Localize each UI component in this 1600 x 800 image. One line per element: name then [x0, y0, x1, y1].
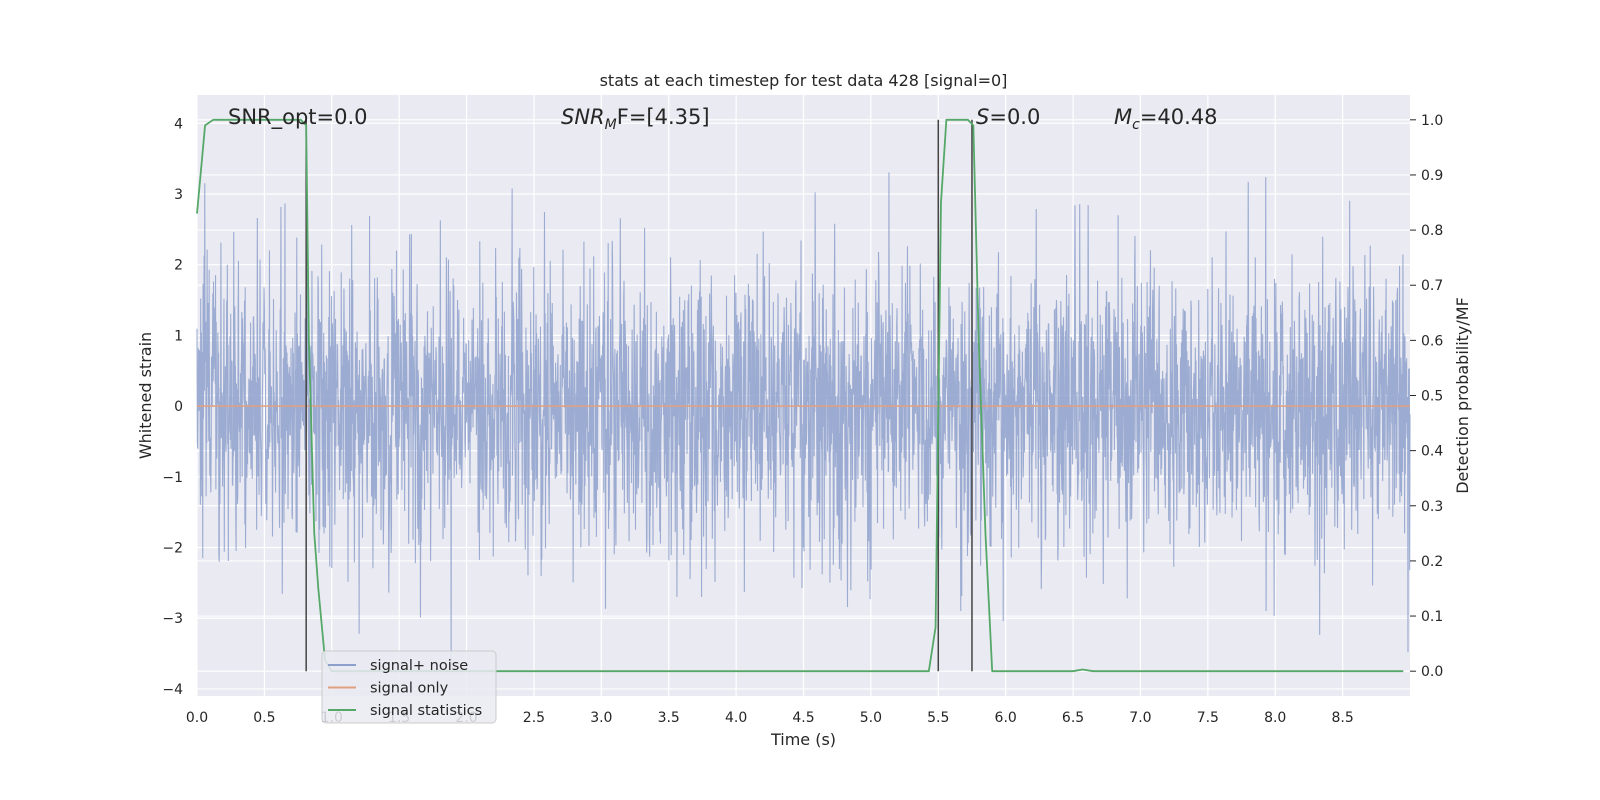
x-tick-label: 6.0 — [995, 710, 1017, 726]
x-axis-label: Time (s) — [770, 730, 836, 749]
series-line-signal-noise — [196, 172, 1411, 667]
y-right-tick-label: 0.8 — [1421, 223, 1443, 239]
legend: signal+ noise signal only signal statistic… — [321, 650, 497, 724]
y-left-tick-label: 2 — [174, 258, 183, 274]
annotation-s-tail: =0.0 — [989, 105, 1040, 129]
y-right-tick-label: 0.1 — [1421, 609, 1443, 625]
x-tick-label: 8.0 — [1264, 710, 1286, 726]
series-line-signal-statistics — [196, 118, 1404, 673]
x-tick-label: 0.0 — [186, 710, 208, 726]
y-right-tick-label: 0.7 — [1421, 278, 1443, 294]
x-tick-label: 3.5 — [658, 710, 680, 726]
x-tick-label: 7.0 — [1129, 710, 1151, 726]
annotation-snr-mf: SNRMF=[4.35] — [561, 105, 710, 133]
x-tick-label: 5.0 — [860, 710, 882, 726]
x-tick-label: 6.5 — [1062, 710, 1084, 726]
x-tick-label: 3.0 — [590, 710, 612, 726]
legend-entry-label: signal statistics — [370, 703, 482, 719]
x-tick-label: 8.5 — [1331, 710, 1353, 726]
y-right-tick-label: 1.0 — [1421, 113, 1443, 129]
x-tick-label: 7.5 — [1197, 710, 1219, 726]
y-left-tick-label: −1 — [162, 470, 183, 486]
annotation-s-main: S — [976, 105, 989, 129]
x-tick-label: 0.5 — [253, 710, 275, 726]
x-tick-label: 4.5 — [792, 710, 814, 726]
annotation-mc-sub: c — [1132, 117, 1140, 133]
series-signal-noise — [196, 172, 1411, 667]
y-right-tick-label: 0.4 — [1421, 444, 1443, 460]
legend-entry-label: signal+ noise — [370, 658, 468, 674]
y-axis-left-label: Whitened strain — [136, 332, 155, 459]
annotation-mc-main: M — [1114, 105, 1132, 129]
y-axis-left-ticks: 4 3 2 1 0 −1 −2 −3 −4 — [162, 116, 183, 698]
annotation-snr-mf-sub: M — [605, 117, 617, 133]
legend-entry-label: signal only — [370, 681, 449, 697]
chart-title: stats at each timestep for test data 428… — [600, 71, 1008, 90]
y-right-tick-label: 0.5 — [1421, 389, 1443, 405]
annotation-snr-mf-tail: F=[4.35] — [617, 105, 710, 129]
y-right-tick-label: 0.9 — [1421, 168, 1443, 184]
series-signal-statistics — [196, 118, 1404, 673]
x-tick-label: 4.0 — [725, 710, 747, 726]
y-right-tick-label: 0.6 — [1421, 333, 1443, 349]
y-left-tick-label: 3 — [174, 187, 183, 203]
y-right-tick-label: 0.0 — [1421, 664, 1443, 680]
legend-box — [321, 650, 497, 724]
annotation-mc: Mc=40.48 — [1114, 105, 1218, 133]
x-tick-label: 2.5 — [523, 710, 545, 726]
y-right-tick-label: 0.2 — [1421, 554, 1443, 570]
annotation-mc-tail: =40.48 — [1140, 105, 1218, 129]
y-axis-right-label: Detection probability/MF — [1453, 297, 1472, 494]
y-left-tick-label: −3 — [162, 611, 183, 627]
y-axis-right-ticks: 1.0 0.9 0.8 0.7 0.6 0.5 0.4 0.3 0.2 0.1 0.0 — [1410, 113, 1443, 680]
y-left-tick-label: 1 — [174, 328, 183, 344]
y-right-tick-label: 0.3 — [1421, 499, 1443, 515]
y-left-tick-label: 0 — [174, 399, 183, 415]
annotation-snr-opt: SNR_opt=0.0 — [228, 105, 368, 130]
y-left-tick-label: 4 — [174, 116, 183, 132]
x-tick-label: 5.5 — [927, 710, 949, 726]
y-left-tick-label: −2 — [162, 541, 183, 557]
annotation-snr-mf-main: SNR — [561, 105, 605, 129]
annotation-s: S=0.0 — [976, 105, 1040, 129]
y-left-tick-label: −4 — [162, 682, 183, 698]
